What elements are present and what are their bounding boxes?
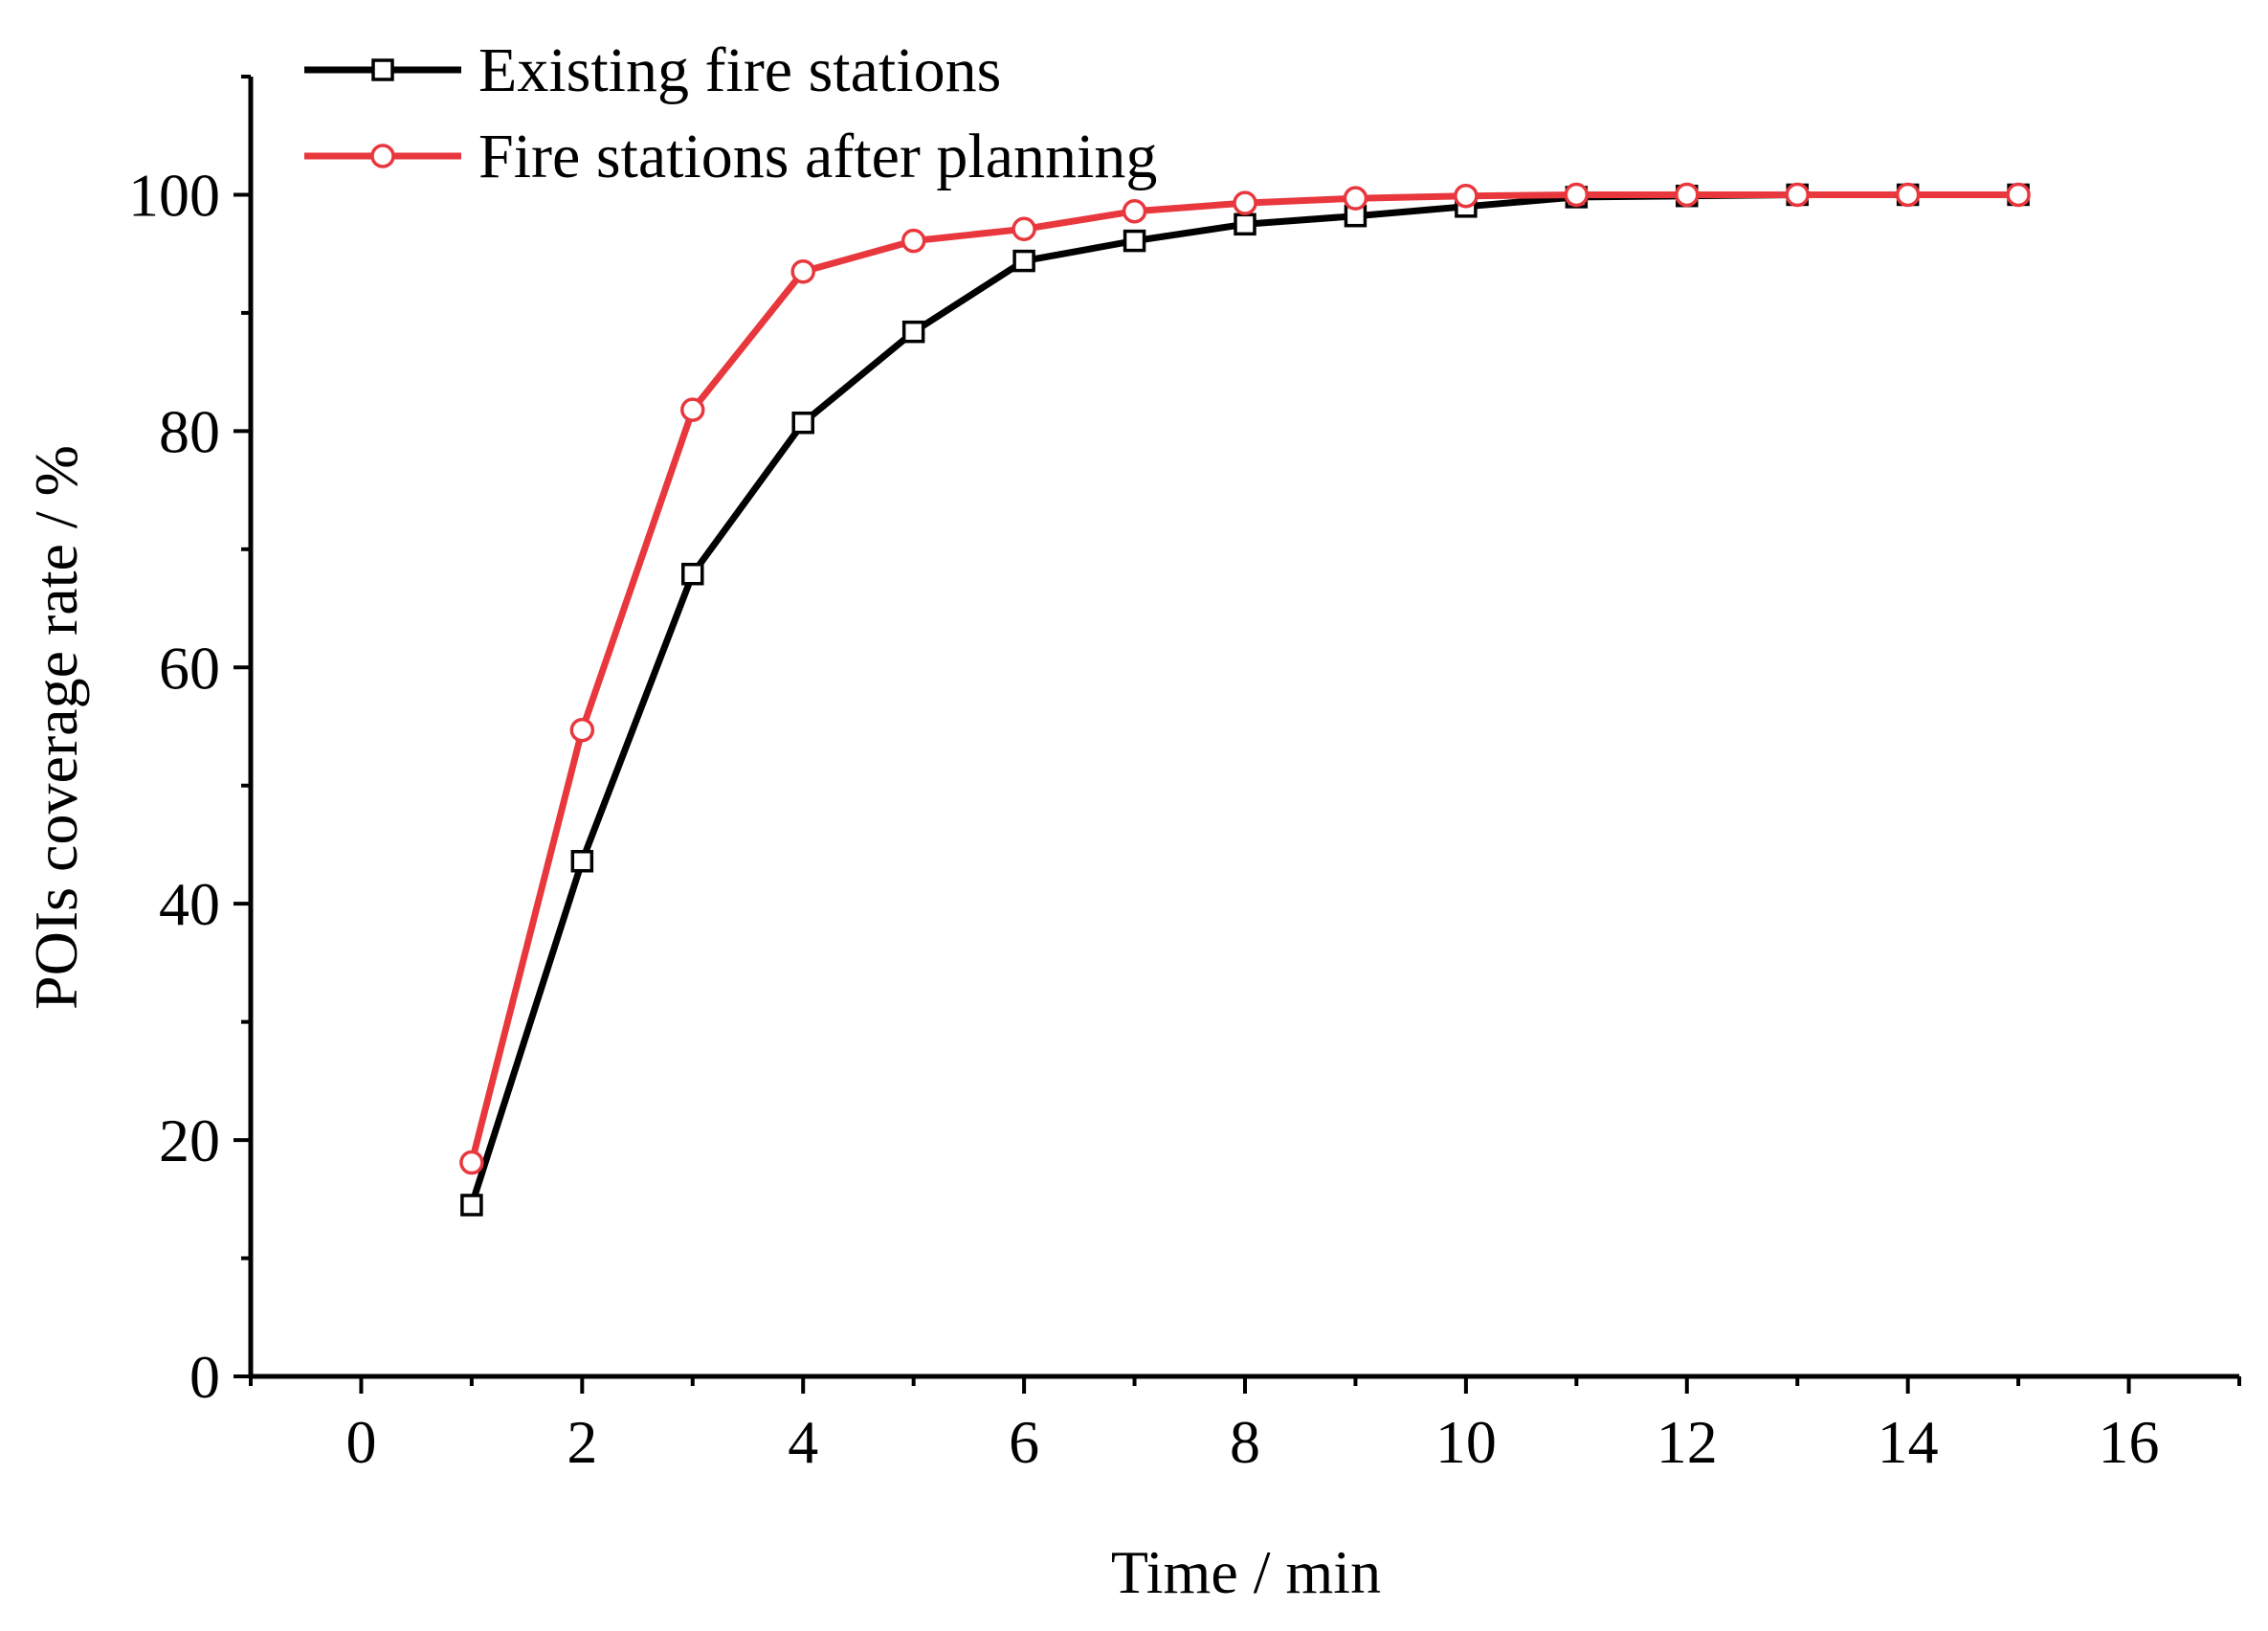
legend-item: Existing fire stations: [304, 35, 1001, 105]
legend-marker: [371, 58, 394, 81]
y-tick-label: 60: [159, 634, 220, 702]
data-point: [569, 717, 595, 743]
y-tick-label: 100: [128, 161, 220, 229]
data-point: [1343, 186, 1368, 211]
plot-series: [459, 182, 2031, 1217]
x-tick-label: 2: [567, 1408, 597, 1476]
data-point: [1012, 249, 1035, 273]
legend-label: Fire stations after planning: [478, 122, 1157, 191]
legend-item: Fire stations after planning: [304, 122, 1157, 191]
y-axis-title: POIs coverage rate / %: [22, 445, 90, 1010]
data-point: [570, 849, 594, 873]
x-tick-label: 6: [1009, 1408, 1039, 1476]
y-tick-label: 40: [159, 870, 220, 938]
x-tick-label: 8: [1230, 1408, 1260, 1476]
x-tick-label: 12: [1657, 1408, 1718, 1476]
data-point: [1785, 182, 1810, 208]
x-tick-label: 16: [2099, 1408, 2160, 1476]
y-tick-label: 20: [159, 1106, 220, 1174]
data-point: [1564, 182, 1590, 208]
legend-marker: [370, 144, 395, 168]
data-point: [1012, 216, 1036, 242]
data-point: [2006, 182, 2031, 208]
data-point: [680, 397, 705, 422]
data-point: [1123, 229, 1146, 253]
x-tick-label: 0: [345, 1408, 376, 1476]
series-0: [460, 183, 2030, 1217]
data-point: [790, 258, 815, 284]
series-1: [459, 182, 2031, 1175]
data-point: [1454, 183, 1479, 209]
data-point: [1234, 212, 1256, 236]
data-point: [791, 411, 814, 435]
data-point: [1233, 190, 1257, 215]
data-point: [901, 228, 926, 254]
series-line: [468, 191, 2019, 1164]
data-point: [901, 320, 925, 344]
x-tick-label: 4: [788, 1408, 818, 1476]
data-point: [1895, 182, 1921, 208]
x-axis-title: Time / min: [1111, 1538, 1381, 1606]
y-tick-label: 80: [159, 397, 220, 465]
axes: 0 2 4 6 8 10 12 14 16 0 20 40 60 80 100: [128, 75, 2241, 1476]
x-tick-label: 14: [1878, 1408, 1939, 1476]
data-point: [459, 1150, 484, 1175]
y-tick-label: 0: [189, 1343, 220, 1411]
data-point: [681, 562, 704, 586]
legend: Existing fire stations Fire stations afte…: [304, 35, 1157, 191]
legend-label: Existing fire stations: [478, 35, 1001, 105]
x-tick-label: 10: [1435, 1408, 1497, 1476]
data-point: [1122, 198, 1147, 224]
series-line: [468, 191, 2019, 1207]
data-point: [1675, 182, 1700, 208]
data-point: [460, 1194, 483, 1217]
